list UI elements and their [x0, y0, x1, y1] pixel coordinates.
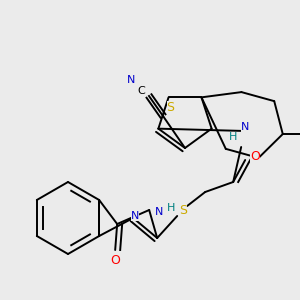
Text: N: N [131, 211, 140, 221]
Text: S: S [167, 101, 175, 114]
Text: H: H [229, 132, 237, 142]
Text: S: S [179, 203, 187, 217]
Text: O: O [250, 149, 260, 163]
Text: N: N [127, 75, 135, 85]
Text: N: N [241, 122, 249, 132]
Text: N: N [155, 207, 164, 217]
Text: O: O [110, 254, 120, 266]
Text: C: C [137, 86, 145, 96]
Text: H: H [167, 203, 176, 213]
